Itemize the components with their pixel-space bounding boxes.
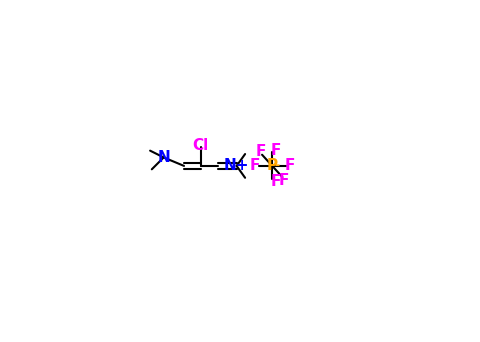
Text: -: -: [274, 159, 279, 172]
Text: F: F: [250, 158, 260, 173]
Text: F: F: [255, 144, 265, 159]
Text: Cl: Cl: [192, 138, 208, 153]
Text: F: F: [279, 173, 289, 188]
Text: N: N: [157, 150, 170, 165]
Text: F: F: [285, 158, 295, 173]
Text: N+: N+: [224, 158, 249, 173]
Text: F: F: [270, 143, 281, 158]
Text: P: P: [267, 158, 278, 173]
Text: F: F: [270, 174, 281, 189]
